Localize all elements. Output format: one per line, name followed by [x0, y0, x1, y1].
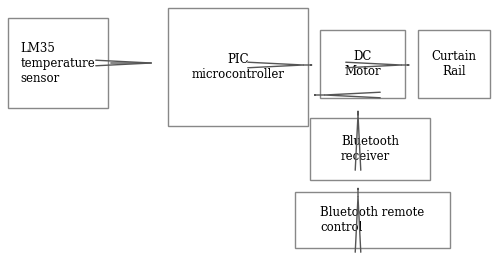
- Text: DC
Motor: DC Motor: [344, 50, 381, 78]
- Bar: [310, 118, 430, 180]
- Text: Bluetooth remote
control: Bluetooth remote control: [320, 206, 424, 234]
- Text: Bluetooth
receiver: Bluetooth receiver: [341, 135, 399, 163]
- Bar: [320, 30, 405, 98]
- Text: LM35
temperature
sensor: LM35 temperature sensor: [20, 42, 96, 85]
- Text: Curtain
Rail: Curtain Rail: [432, 50, 476, 78]
- Bar: [8, 18, 108, 108]
- Bar: [418, 30, 490, 98]
- Text: PIC
microcontroller: PIC microcontroller: [192, 53, 284, 81]
- Bar: [295, 192, 450, 248]
- Bar: [168, 8, 308, 126]
